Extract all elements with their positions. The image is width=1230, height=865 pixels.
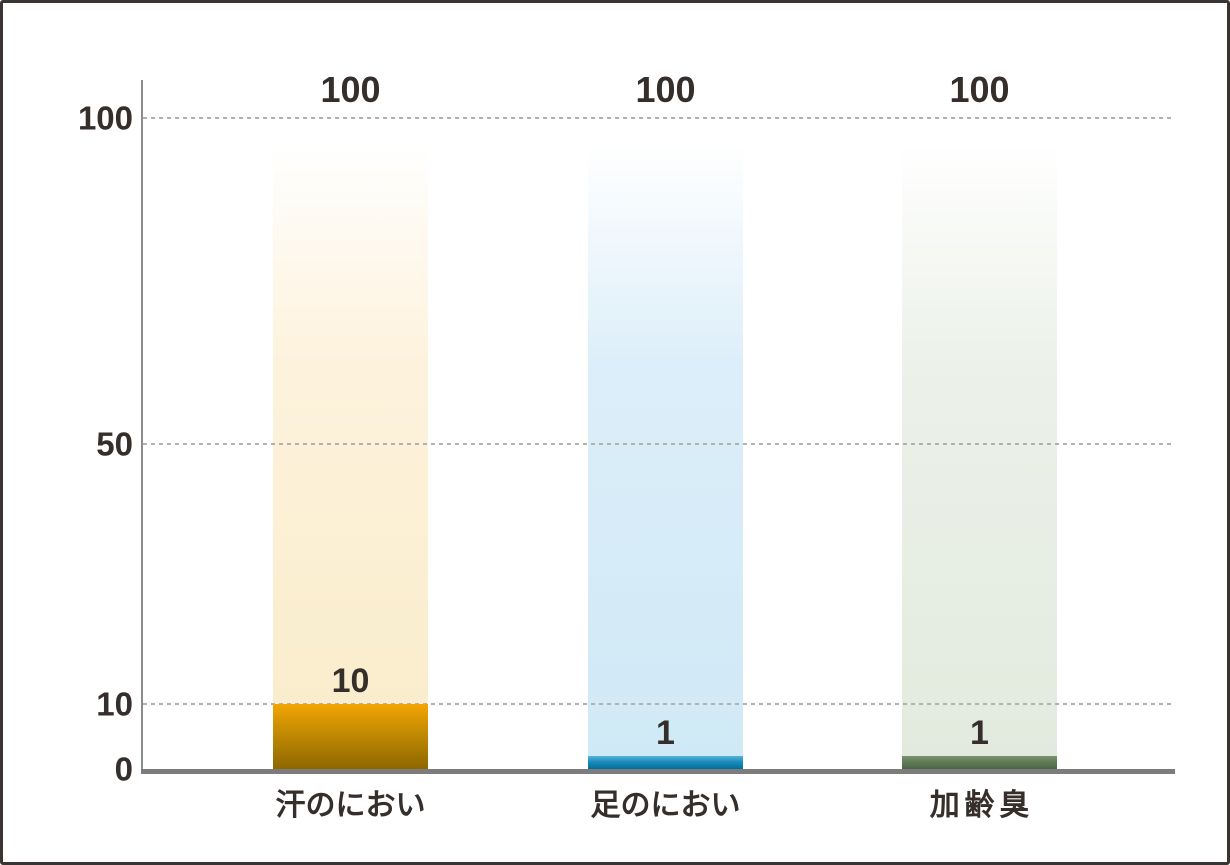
bar-value-label: 1 (970, 714, 989, 752)
category-label-foot-odor: 足のにおい (590, 789, 741, 822)
bar-group-sweat-odor: 100 10 汗のにおい (273, 72, 428, 821)
gridline-10 (143, 702, 1175, 705)
y-axis-tick-10: 10 (96, 685, 133, 723)
gridline-50 (143, 442, 1175, 445)
x-axis-baseline (141, 769, 1175, 774)
gridline-100 (143, 117, 1175, 119)
bar-value-label: 1 (656, 714, 675, 752)
category-label-aging-odor: 加齢臭 (929, 789, 1035, 822)
bar-solid-aging-odor (902, 756, 1057, 769)
category-label-sweat-odor: 汗のにおい (275, 789, 426, 822)
bar-solid-foot-odor (588, 756, 743, 769)
bar-group-aging-odor: 100 1 加齢臭 (902, 72, 1057, 821)
bar-max-label: 100 (949, 69, 1010, 110)
bar-value-label: 10 (331, 661, 370, 700)
bar-group-foot-odor: 100 1 足のにおい (588, 72, 743, 821)
plot-area: 0 10 50 100 100 10 汗のにおい 100 1 足のにおい 100… (78, 72, 1175, 821)
bar-max-label: 100 (635, 69, 696, 110)
bar-max-label: 100 (320, 69, 381, 110)
y-axis-line (141, 80, 143, 769)
y-axis-tick-100: 100 (77, 99, 133, 137)
y-axis-tick-50: 50 (96, 425, 133, 462)
y-axis-tick-0: 0 (114, 750, 133, 788)
bar-solid-sweat-odor (273, 703, 428, 769)
